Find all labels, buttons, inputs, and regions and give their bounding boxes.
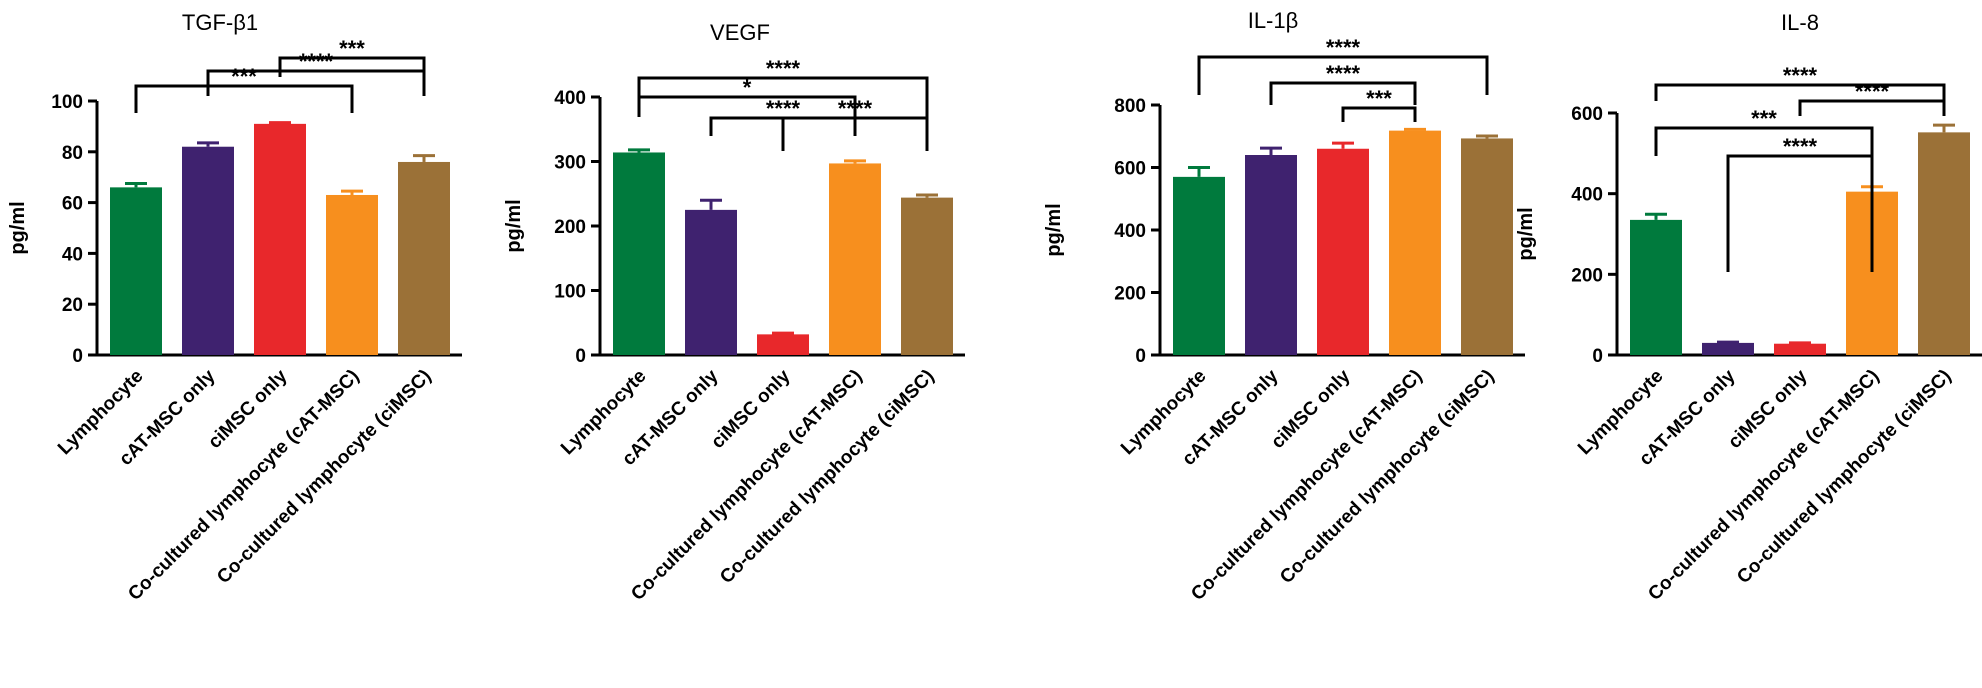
panel-3-y-tick-label: 800 [1114, 96, 1146, 117]
panel-4-y-tick-label: 0 [1592, 346, 1603, 367]
panel-2-bar-4 [829, 163, 881, 355]
panel-2-significance-label: **** [766, 56, 801, 81]
panel-1-y-tick-label: 0 [72, 346, 83, 367]
panel-1-y-tick-label: 80 [62, 143, 83, 164]
panel-4-significance-label: **** [1783, 63, 1818, 88]
panel-1-bar-2 [182, 146, 234, 355]
panel-3-significance-bracket [1197, 55, 1489, 95]
panel-2-y-tick-label: 200 [554, 217, 586, 238]
panel-4-bar-1 [1630, 219, 1682, 355]
panel-3-significance-label: *** [1366, 86, 1392, 111]
panel-1-significance-label: *** [339, 36, 365, 61]
panel-1-significance-label: **** [299, 49, 334, 74]
panel-1-significance-label: *** [231, 64, 257, 89]
panel-2-title: VEGF [710, 20, 770, 45]
panel-3-significance-label: **** [1326, 35, 1361, 60]
panel-4-significance-bracket [1726, 154, 1874, 272]
panel-1-y-tick-label: 40 [62, 244, 83, 265]
panel-2-y-tick-label: 0 [575, 346, 586, 367]
panel-3-significance-bracket [1341, 106, 1417, 122]
panel-2-bar-3 [757, 334, 809, 355]
panel-4-bar-3 [1774, 343, 1826, 355]
panel-4-significance-label: *** [1751, 106, 1777, 131]
panel-2-y-tick-label: 300 [554, 153, 586, 174]
panel-3-bar-4 [1389, 130, 1441, 355]
panel-3-significance-label: **** [1326, 61, 1361, 86]
panel-4-significance-bracket [1798, 99, 1946, 116]
panel-4-bar-2 [1702, 342, 1754, 355]
panel-3-y-tick-label: 0 [1135, 346, 1146, 367]
panel-4-significance-bracket [1654, 83, 1946, 101]
panel-4-bar-5 [1918, 132, 1970, 355]
panel-1-y-tick-label: 20 [62, 295, 83, 316]
panel-4-y-tick-label: 400 [1571, 185, 1603, 206]
panel-3-y-tick-label: 600 [1114, 159, 1146, 180]
panel-3-bar-1 [1173, 176, 1225, 355]
panel-2-significance-bracket [637, 95, 857, 117]
panel-3-significance-bracket [1269, 81, 1417, 105]
panel-4-title: IL-8 [1781, 10, 1819, 35]
panel-3-y-tick-label: 400 [1114, 221, 1146, 242]
panel-4-y-tick-label: 600 [1571, 104, 1603, 125]
panel-1-title: TGF-β1 [182, 10, 258, 35]
panel-4-significance-bracket [1654, 126, 1874, 156]
panel-1-significance-bracket [134, 84, 354, 113]
panel-1-bar-4 [326, 194, 378, 355]
panel-2-y-tick-label: 100 [554, 282, 586, 303]
panel-1-y-tick-label: 60 [62, 194, 83, 215]
panel-4-significance-label: **** [1783, 134, 1818, 159]
panel-1-y-axis-label: pg/ml [7, 201, 29, 254]
panel-3-bar-5 [1461, 138, 1513, 355]
panel-2-bar-2 [685, 209, 737, 355]
panel-2-significance-label: **** [838, 96, 873, 121]
panel-1-significance-bracket [278, 56, 426, 77]
panel-1-bar-3 [254, 123, 306, 355]
panel-3-y-axis-label: pg/ml [1043, 203, 1065, 256]
panel-4-y-axis-label: pg/ml [1515, 207, 1537, 260]
panel-2-y-tick-label: 400 [554, 88, 586, 109]
panel-3-title: IL-1β [1248, 8, 1299, 33]
panel-3-y-tick-label: 200 [1114, 284, 1146, 305]
panel-3-bar-3 [1317, 148, 1369, 355]
panel-4-significance-label: **** [1855, 79, 1890, 104]
panel-1-bar-5 [398, 161, 450, 355]
panel-3-bar-2 [1245, 155, 1297, 355]
panel-2-y-axis-label: pg/ml [503, 199, 525, 252]
panel-4-y-tick-label: 200 [1571, 265, 1603, 286]
panel-2-significance-label: * [743, 75, 752, 100]
panel-2-significance-bracket [781, 116, 929, 151]
panel-1-y-tick-label: 100 [51, 92, 83, 113]
panel-2-bar-5 [901, 197, 953, 355]
panel-1-significance-bracket [206, 69, 426, 96]
panel-2-bar-1 [613, 152, 665, 355]
panel-1-bar-1 [110, 187, 162, 355]
